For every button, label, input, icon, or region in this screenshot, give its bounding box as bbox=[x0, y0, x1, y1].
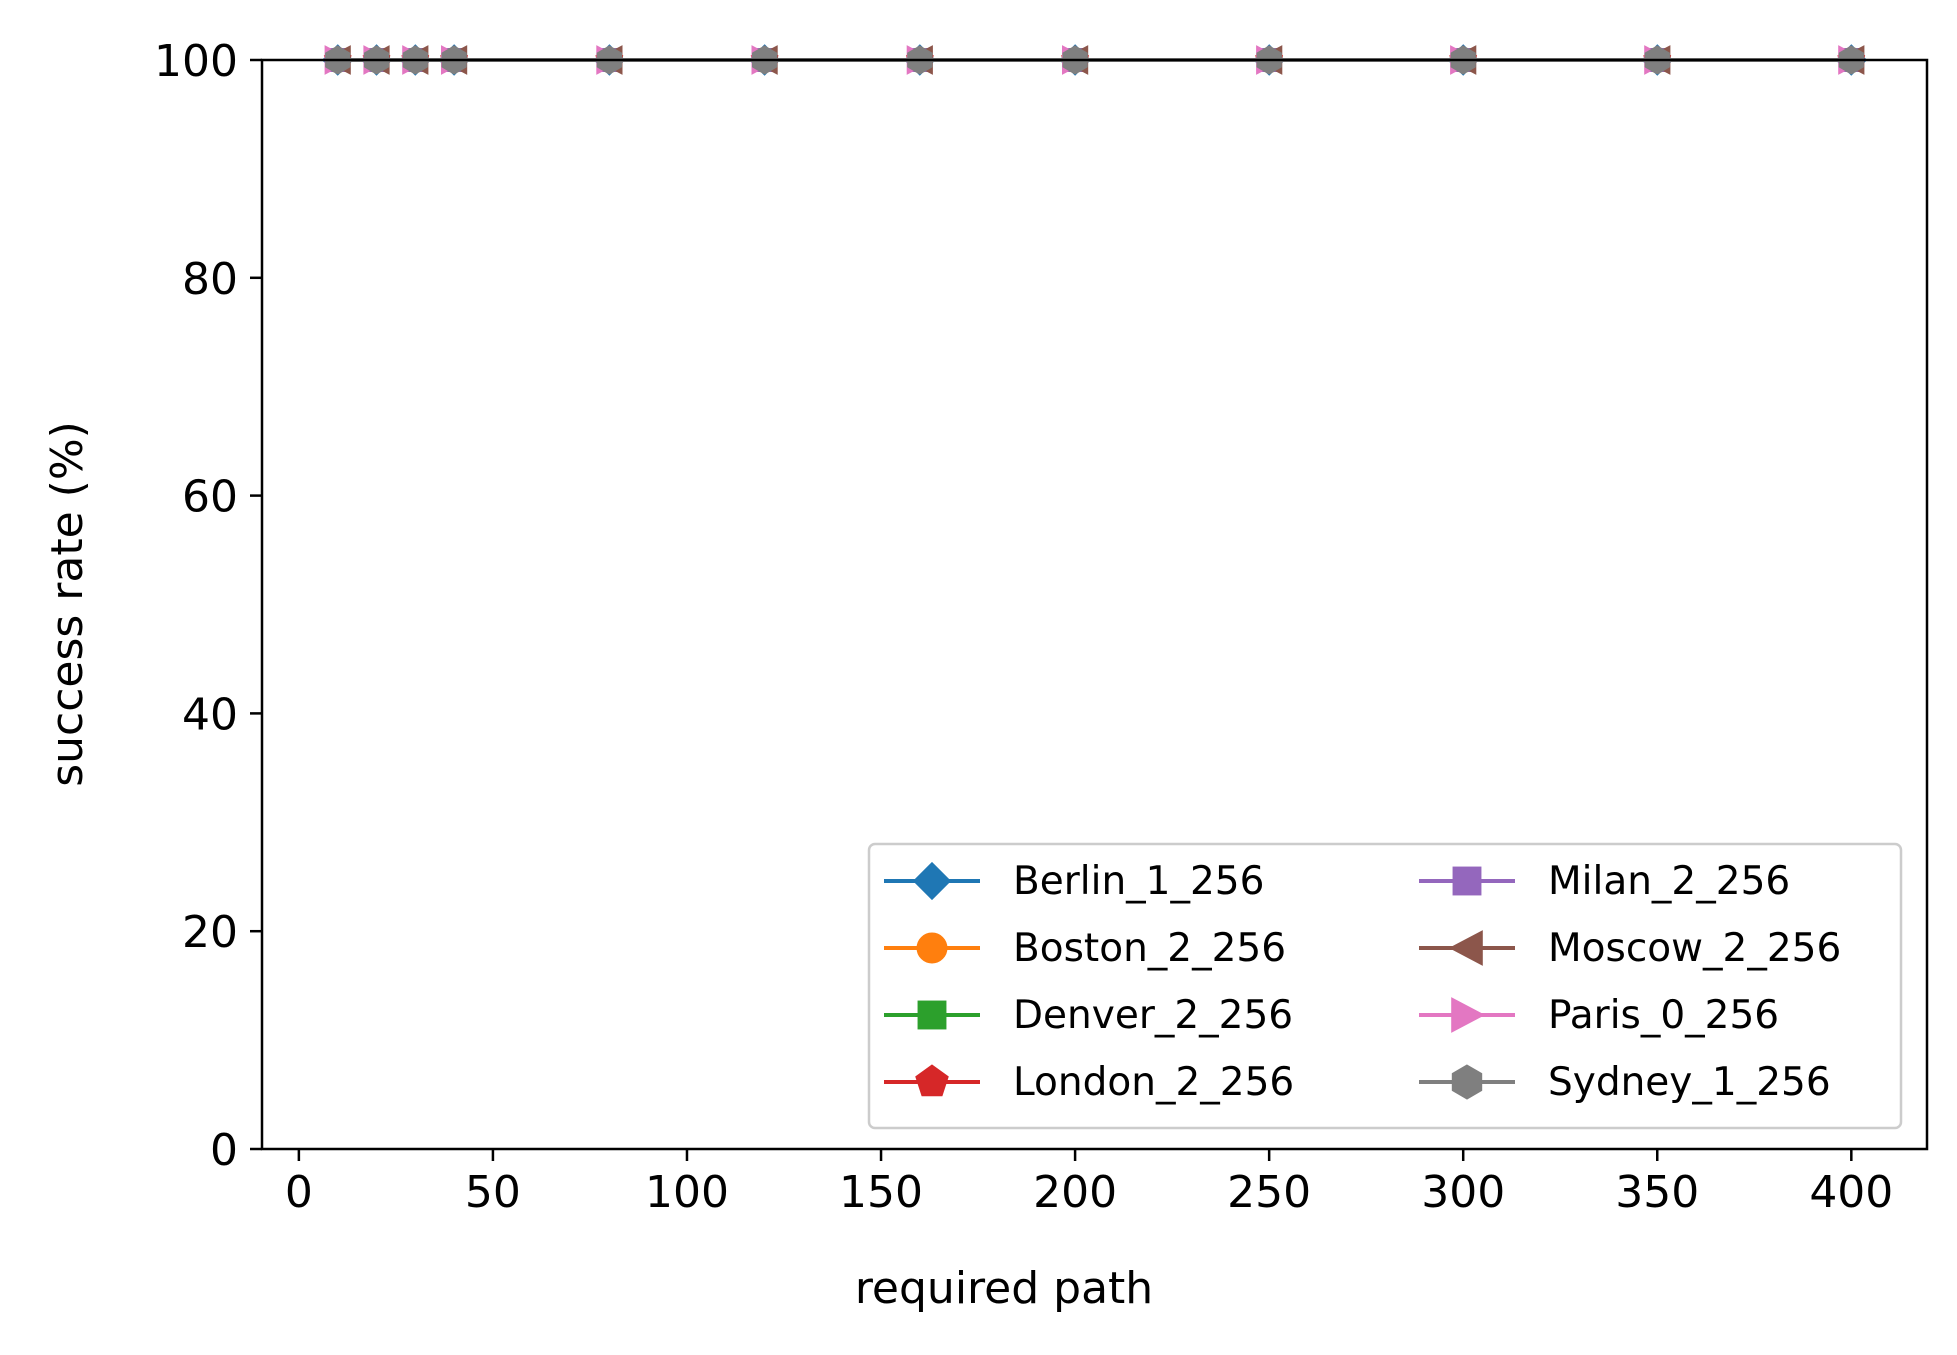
legend-label: Berlin_1_256 bbox=[1013, 859, 1264, 904]
y-tick-label: 40 bbox=[182, 689, 238, 740]
legend-item: Sydney_1_256 bbox=[1419, 1060, 1831, 1105]
legend-marker bbox=[916, 932, 948, 964]
legend-marker bbox=[1448, 930, 1483, 966]
legend: Berlin_1_256 Boston_2_256 Denver_2_256 Lond… bbox=[867, 842, 1903, 1130]
legend-box bbox=[867, 842, 1903, 1130]
x-tick-label: 50 bbox=[465, 1167, 521, 1218]
legend-label: Paris_0_256 bbox=[1548, 993, 1779, 1038]
legend-label: Milan_2_256 bbox=[1548, 859, 1790, 904]
x-axis: 0 50 100 150 200 250 300 350 400 bbox=[285, 1149, 1893, 1218]
plot-frame bbox=[260, 58, 1929, 1151]
y-tick-label: 0 bbox=[210, 1125, 238, 1176]
x-tick-label: 300 bbox=[1421, 1167, 1505, 1218]
y-tick-label: 20 bbox=[182, 907, 238, 958]
legend-marker bbox=[915, 1064, 949, 1097]
x-tick-label: 150 bbox=[839, 1167, 923, 1218]
legend-item: Berlin_1_256 bbox=[884, 859, 1264, 904]
legend-item: Moscow_2_256 bbox=[1419, 926, 1841, 971]
x-axis-label: required path bbox=[855, 1263, 1153, 1314]
legend-label: Moscow_2_256 bbox=[1548, 926, 1841, 971]
legend-item: Boston_2_256 bbox=[884, 926, 1286, 971]
legend-label: Boston_2_256 bbox=[1013, 926, 1286, 971]
x-tick-label: 250 bbox=[1227, 1167, 1311, 1218]
y-tick-label: 100 bbox=[154, 36, 238, 87]
x-tick-label: 0 bbox=[285, 1167, 313, 1218]
legend-marker bbox=[917, 1000, 947, 1030]
legend-marker bbox=[1451, 997, 1486, 1033]
x-tick-label: 350 bbox=[1615, 1167, 1699, 1218]
x-tick-label: 400 bbox=[1809, 1167, 1893, 1218]
legend-marker bbox=[1452, 866, 1482, 896]
legend-label: Sydney_1_256 bbox=[1548, 1060, 1831, 1105]
legend-label: Denver_2_256 bbox=[1013, 993, 1293, 1038]
x-tick-label: 100 bbox=[645, 1167, 729, 1218]
y-axis: 0 20 40 60 80 100 bbox=[154, 36, 262, 1176]
y-tick-label: 80 bbox=[182, 254, 238, 305]
legend-marker bbox=[912, 861, 952, 901]
y-tick-label: 60 bbox=[182, 472, 238, 523]
legend-item: Paris_0_256 bbox=[1419, 993, 1779, 1038]
y-axis-label: success rate (%) bbox=[42, 421, 93, 787]
legend-item: Milan_2_256 bbox=[1419, 859, 1790, 904]
x-tick-label: 200 bbox=[1033, 1167, 1117, 1218]
legend-item: London_2_256 bbox=[884, 1060, 1294, 1105]
legend-item: Denver_2_256 bbox=[884, 993, 1293, 1038]
legend-label: London_2_256 bbox=[1013, 1060, 1294, 1105]
legend-marker bbox=[1451, 1064, 1483, 1100]
